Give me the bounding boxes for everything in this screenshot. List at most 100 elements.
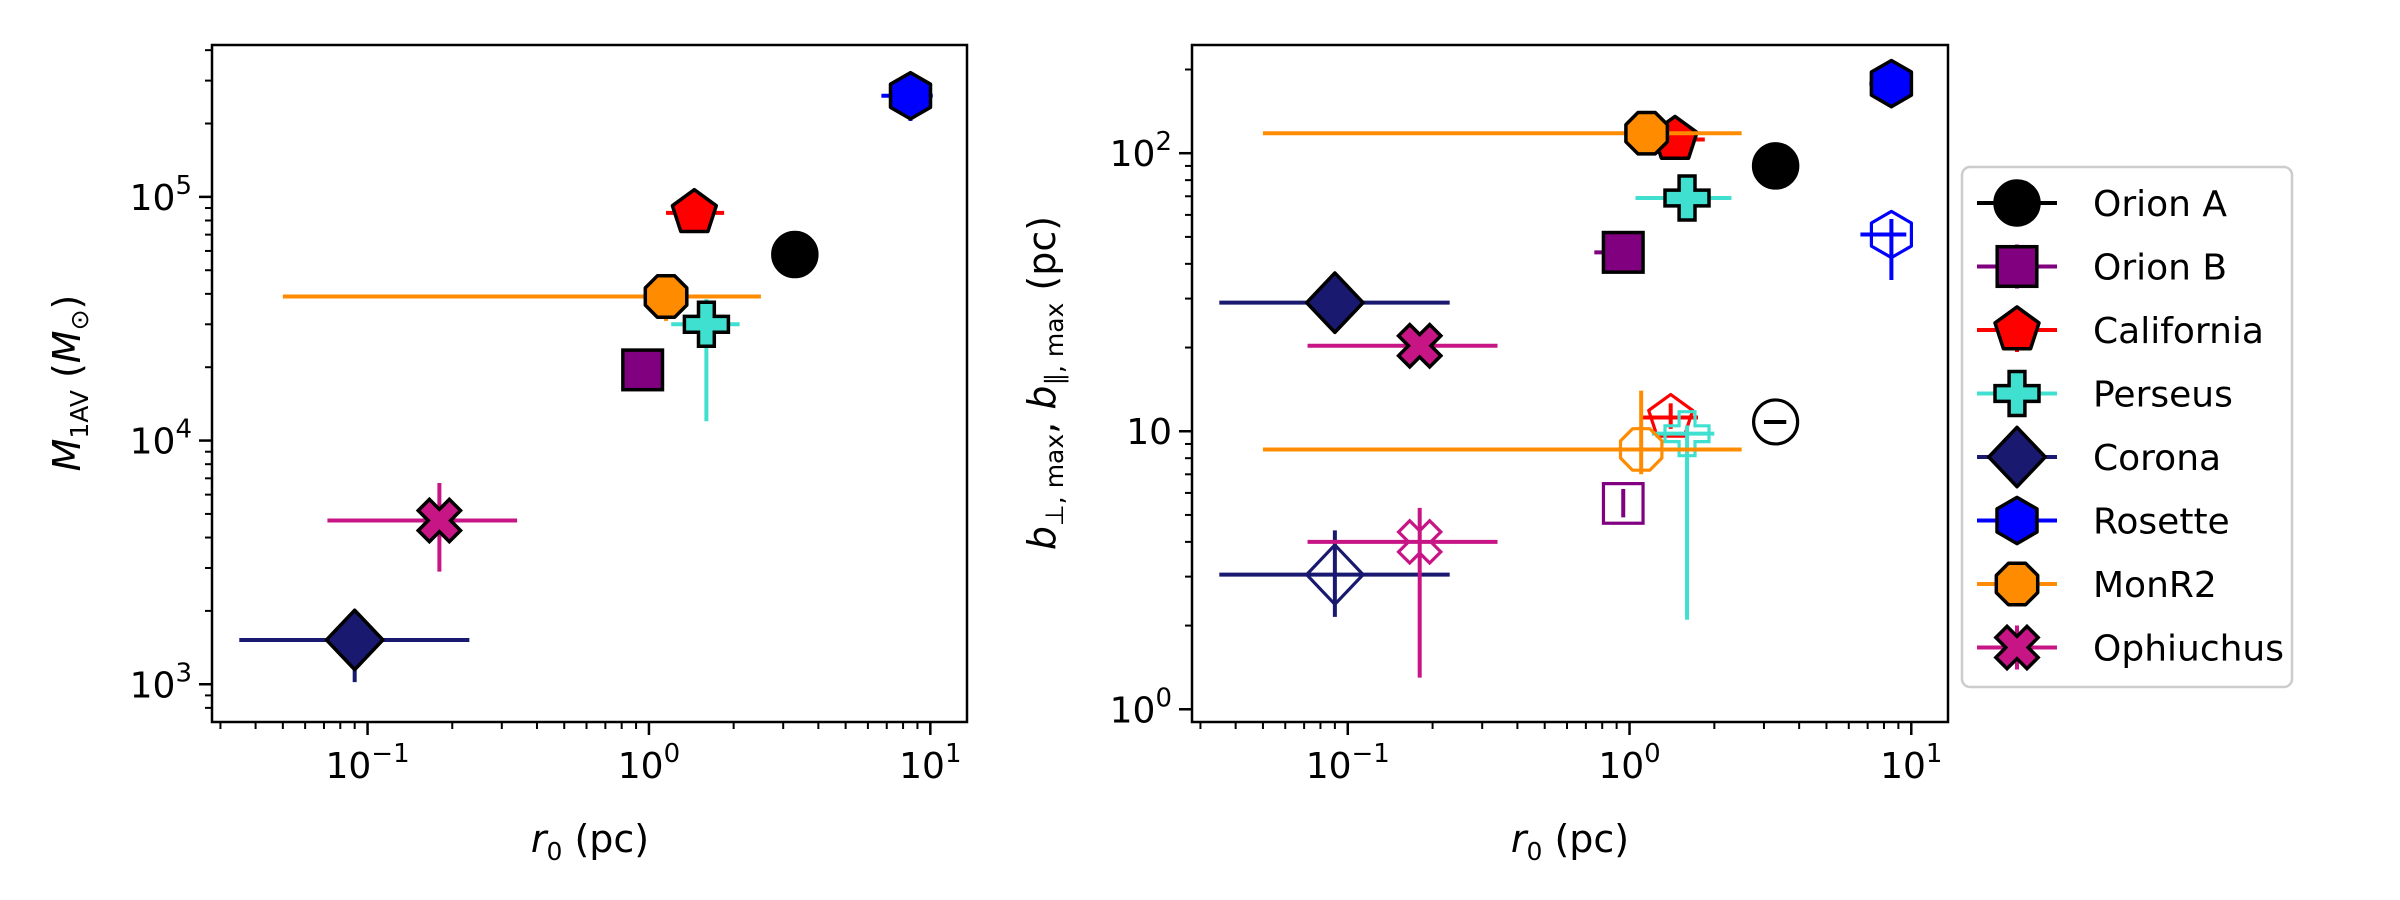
legend-marker-square (1995, 244, 2039, 289)
marker-x (415, 496, 463, 545)
axis-unit: (pc) (562, 817, 649, 861)
data-point-orion-b (621, 348, 665, 392)
legend-marker-circle (1993, 179, 2041, 227)
axis-unit-subscript: ⊙ (65, 309, 94, 330)
marker-octagon (1624, 110, 1670, 156)
marker-plus (1663, 410, 1711, 458)
x-tick-label: 101 (899, 739, 961, 787)
marker-square (1601, 230, 1645, 274)
x-tick-label: 100 (618, 739, 680, 787)
y-tick-label: 102 (1110, 127, 1172, 175)
axis-unit: (pc) (1542, 817, 1629, 861)
marker-pentagon (1647, 392, 1695, 438)
tick-base: 10 (899, 746, 945, 787)
data-point-monr2 (282, 274, 761, 321)
marker-diamond (1304, 271, 1365, 335)
axis-subscript: 0 (1526, 837, 1542, 866)
x-tick-label: 101 (1880, 739, 1942, 787)
legend-entry-corona: Corona (1977, 425, 2221, 489)
legend-label: Orion B (2093, 248, 2227, 289)
marker-octagon (643, 274, 689, 320)
legend-label: Orion A (2093, 184, 2227, 225)
tick-base: 10 (130, 665, 176, 706)
data-point-perseus-parallel (1651, 410, 1715, 620)
marker-circle (1752, 398, 1800, 446)
tick-base: 10 (1126, 412, 1172, 453)
marker-circle (1751, 142, 1800, 190)
axes-frame (1190, 43, 1950, 724)
axes-frame (210, 43, 969, 724)
legend-label: MonR2 (2093, 565, 2217, 606)
data-point-rosette (1869, 58, 1914, 109)
marker-plus (682, 300, 731, 349)
legend-entry-orion-b: Orion B (1977, 244, 2227, 289)
legend-entry-monr2: MonR2 (1977, 561, 2217, 607)
marker-circle (771, 230, 819, 279)
x-tick-label: 10−1 (1306, 739, 1390, 787)
legend-label: Rosette (2093, 502, 2230, 543)
y-tick-label: 104 (130, 415, 192, 463)
marker-x (1396, 518, 1444, 566)
tick-base: 10 (618, 746, 664, 787)
legend-entry-california: California (1977, 305, 2264, 352)
marker-octagon (1618, 427, 1664, 472)
axis-symbol: r (1511, 817, 1529, 861)
tick-exponent: 0 (1155, 683, 1172, 713)
data-point-rosette-parallel (1860, 209, 1914, 280)
tick-exponent: 3 (175, 658, 192, 688)
data-point-monr2-parallel (1262, 390, 1742, 475)
legend-entry-orion-a: Orion A (1977, 179, 2227, 227)
y-tick-label: 103 (130, 658, 192, 706)
y-axis-label: M1AV (M⊙) (45, 295, 94, 472)
marker-diamond (324, 608, 385, 672)
data-point-monr2 (1262, 110, 1742, 156)
legend-marker-plus (1993, 369, 2041, 418)
data-point-ophiuchus (327, 482, 518, 572)
axis-subscript: ∥, max (1040, 303, 1069, 386)
marker-pentagon (670, 187, 719, 234)
marker-x (1396, 322, 1444, 370)
axis-subscript: 0 (546, 837, 562, 866)
x-tick-label: 100 (1598, 739, 1660, 787)
axis-symbol: r (531, 817, 549, 861)
data-point-ophiuchus (1307, 322, 1498, 370)
tick-base: 10 (325, 746, 371, 787)
data-point-perseus (1635, 174, 1732, 222)
legend-frame (1960, 165, 2294, 689)
legend-entry-rosette: Rosette (1977, 495, 2230, 546)
axis-unit: (pc) (1020, 216, 1064, 303)
tick-base: 10 (1110, 134, 1156, 175)
data-point-orion-b (1594, 230, 1645, 274)
plot-area (1219, 58, 1914, 678)
legend-marker-x (1993, 623, 2041, 672)
legend-marker-hexagon (1995, 495, 2039, 546)
tick-base: 10 (1598, 746, 1644, 787)
data-point-corona (1219, 271, 1450, 335)
axis-unit: ( (45, 363, 89, 390)
legend: Orion A Orion B California Perseus Corona Ros… (1960, 165, 2294, 689)
tick-base: 10 (1880, 746, 1926, 787)
legend-entry-perseus: Perseus (1977, 369, 2233, 418)
legend-marker-octagon (1994, 561, 2040, 607)
marker-square (621, 348, 665, 392)
tick-exponent: 1 (945, 739, 962, 769)
axis-unit: ) (45, 295, 89, 310)
axis-symbol: M (45, 439, 89, 472)
legend-marker-pentagon (1993, 305, 2041, 351)
data-point-orion-a-parallel (1752, 398, 1800, 446)
tick-base: 10 (1110, 690, 1156, 731)
y-tick-label: 100 (1110, 683, 1172, 731)
axis-subscript: ⊥, max (1040, 434, 1069, 526)
data-point-orion-a (771, 230, 819, 279)
tick-base: 10 (130, 178, 176, 219)
tick-exponent: 0 (1644, 739, 1661, 769)
tick-base: 10 (130, 422, 176, 463)
marker-hexagon (888, 70, 933, 121)
marker-hexagon (1869, 58, 1914, 109)
marker-diamond (1305, 543, 1365, 606)
tick-exponent: 1 (1926, 739, 1943, 769)
legend-label: California (2093, 311, 2264, 352)
data-point-rosette (881, 70, 933, 121)
data-point-california (666, 187, 725, 234)
